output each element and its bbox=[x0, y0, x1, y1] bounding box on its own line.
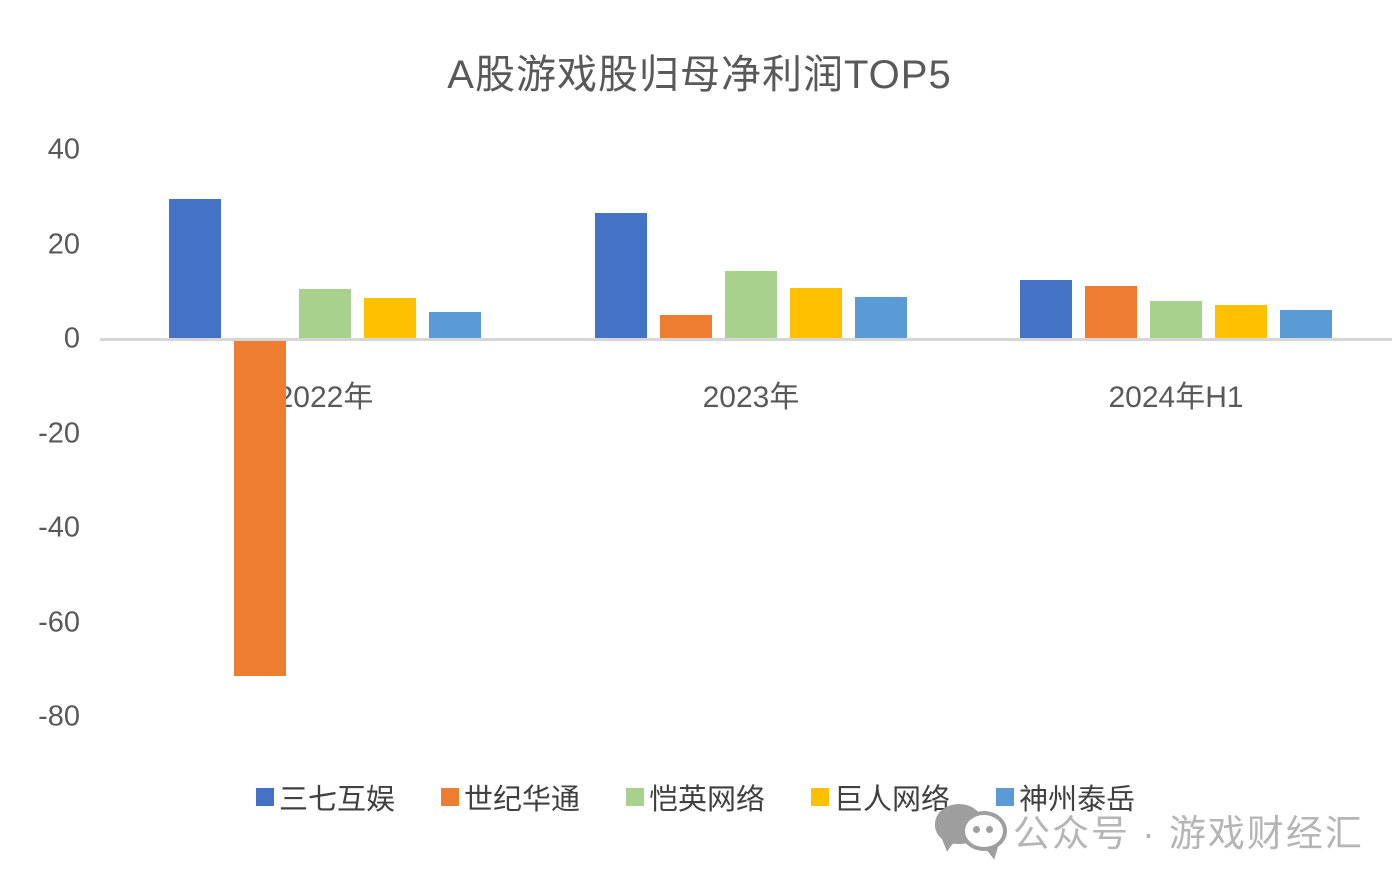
category-label: 2022年 bbox=[276, 381, 374, 414]
bar-恺英网络-2023年 bbox=[725, 270, 777, 338]
bar-巨人网络-2022年 bbox=[364, 298, 416, 338]
y-axis-tick-label: -40 bbox=[38, 511, 80, 544]
legend-label: 巨人网络 bbox=[834, 784, 951, 816]
legend-swatch-lightblue-icon bbox=[996, 788, 1015, 806]
zero-axis-line bbox=[100, 338, 1392, 341]
bar-恺英网络-2022年 bbox=[299, 289, 351, 338]
bar-三七互娱-2024年H1 bbox=[1020, 279, 1072, 338]
y-axis-tick-label: -60 bbox=[38, 606, 80, 638]
bar-神州泰岳-2023年 bbox=[855, 297, 907, 338]
bar-恺英网络-2024年H1 bbox=[1150, 300, 1202, 338]
wechat-icon bbox=[935, 798, 1007, 862]
bar-神州泰岳-2024年H1 bbox=[1280, 309, 1332, 338]
legend-label: 三七互娱 bbox=[279, 784, 396, 816]
legend-item-sanqihuyu: 三七互娱 bbox=[256, 776, 395, 818]
bar-巨人网络-2024年H1 bbox=[1215, 304, 1267, 338]
legend-item-shenzhoutaiyue: 神州泰岳 bbox=[996, 776, 1135, 818]
y-axis-tick-label: -20 bbox=[38, 417, 80, 449]
bar-神州泰岳-2022年 bbox=[429, 312, 481, 338]
y-axis-tick-label: 0 bbox=[63, 322, 80, 355]
category-label: 2023年 bbox=[702, 381, 800, 414]
legend-swatch-green-icon bbox=[626, 788, 645, 806]
y-axis-tick-label: 40 bbox=[47, 133, 80, 166]
legend-swatch-yellow-icon bbox=[811, 788, 830, 806]
legend-swatch-orange-icon bbox=[441, 788, 460, 806]
watermark-text: 公众号 · 游戏财经汇 bbox=[1013, 813, 1364, 854]
legend-label: 神州泰岳 bbox=[1019, 784, 1136, 816]
bar-三七互娱-2023年 bbox=[595, 212, 647, 338]
watermark: 公众号 · 游戏财经汇 bbox=[935, 798, 1364, 862]
legend-item-jurenwangluo: 巨人网络 bbox=[811, 776, 950, 818]
legend-swatch-blue-icon bbox=[256, 788, 274, 806]
legend-item-kaiyingwangluo: 恺英网络 bbox=[626, 776, 765, 818]
category-label: 2024年H1 bbox=[1108, 381, 1244, 414]
y-axis-tick-label: -80 bbox=[38, 700, 80, 733]
legend-label: 恺英网络 bbox=[649, 784, 766, 816]
chart-title: A股游戏股归母净利润TOP5 bbox=[447, 53, 952, 97]
bar-世纪华通-2024年H1 bbox=[1085, 285, 1137, 338]
legend-label: 世纪华通 bbox=[464, 784, 581, 816]
bar-三七互娱-2022年 bbox=[169, 198, 221, 338]
legend-item-shijihuatong: 世纪华通 bbox=[441, 776, 580, 818]
bar-世纪华通-2023年 bbox=[660, 315, 712, 338]
legend: 三七互娱 世纪华通 恺英网络 巨人网络 神州泰岳 bbox=[256, 776, 1135, 818]
y-axis-tick-label: 20 bbox=[47, 228, 80, 260]
bar-巨人网络-2023年 bbox=[790, 288, 842, 338]
bar-世纪华通-2022年 bbox=[234, 341, 286, 677]
